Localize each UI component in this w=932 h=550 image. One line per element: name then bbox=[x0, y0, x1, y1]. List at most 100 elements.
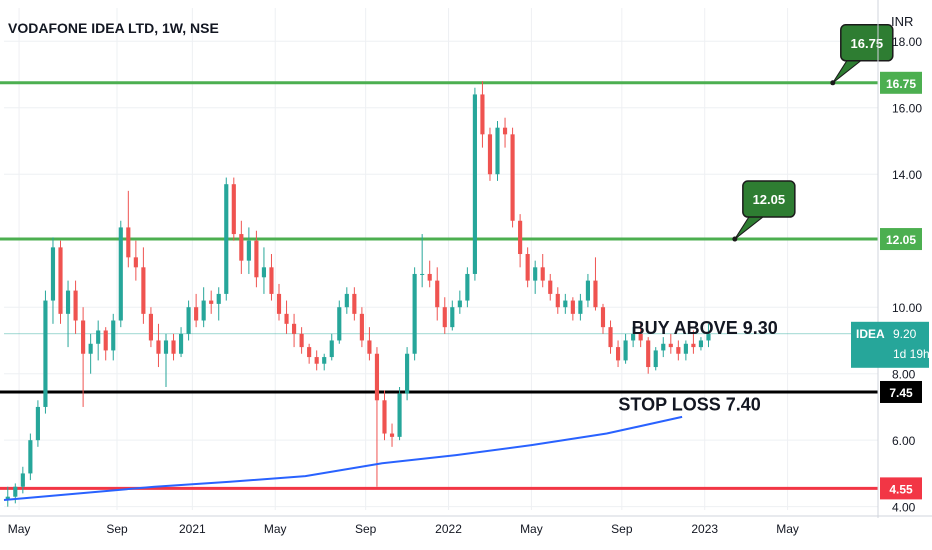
candle-down bbox=[487, 134, 493, 175]
y-tick-label: 14.00 bbox=[892, 168, 922, 182]
candle-up bbox=[653, 350, 658, 368]
candle-up bbox=[43, 300, 48, 407]
candle-down bbox=[58, 247, 63, 314]
candle-down bbox=[307, 347, 312, 358]
candle-down bbox=[540, 267, 545, 281]
y-tick-label: 16.00 bbox=[892, 102, 922, 116]
candle-down bbox=[525, 254, 530, 281]
candle-down bbox=[435, 280, 440, 308]
y-tick-label: 6.00 bbox=[892, 434, 916, 448]
callout-box bbox=[742, 180, 796, 218]
candle-down bbox=[389, 433, 395, 437]
candle-up bbox=[329, 340, 334, 358]
candle-up bbox=[585, 280, 590, 301]
candle-up bbox=[683, 343, 688, 354]
candle-up bbox=[495, 127, 500, 175]
last-price-symbol: IDEA bbox=[856, 327, 885, 341]
candle-down bbox=[374, 353, 380, 401]
candle-down bbox=[518, 220, 523, 255]
candle-down bbox=[299, 333, 304, 348]
callout-box bbox=[840, 24, 894, 62]
candle-up bbox=[344, 293, 349, 308]
candle-up bbox=[224, 184, 229, 294]
candle-up bbox=[420, 273, 425, 275]
candle-up bbox=[216, 293, 221, 304]
candle-up bbox=[111, 320, 116, 351]
candle-down bbox=[638, 333, 643, 341]
candle-down bbox=[231, 184, 236, 235]
grid-layer bbox=[4, 8, 878, 510]
level-badge bbox=[880, 380, 922, 403]
annotation-text: BUY ABOVE 9.30 bbox=[632, 318, 778, 338]
x-tick-label: Sep bbox=[106, 522, 128, 536]
y-tick-label: 10.00 bbox=[892, 301, 922, 315]
candle-down bbox=[156, 340, 161, 354]
last-price-badge bbox=[851, 321, 929, 368]
candle-down bbox=[276, 293, 282, 314]
level-badge bbox=[880, 228, 922, 251]
candle-up bbox=[28, 440, 33, 474]
level-badge-label: 4.55 bbox=[889, 482, 913, 496]
annotations: BUY ABOVE 9.30 STOP LOSS 7.40 bbox=[618, 318, 777, 414]
candle-down bbox=[691, 343, 696, 348]
callout-anchor-dot bbox=[732, 236, 738, 242]
candle-down bbox=[254, 240, 259, 278]
currency-label: INR bbox=[891, 14, 913, 29]
candle-up bbox=[88, 343, 93, 354]
candle-down bbox=[292, 323, 297, 334]
candle-up bbox=[178, 333, 184, 354]
candle-up bbox=[397, 393, 402, 437]
level-badge bbox=[880, 71, 922, 94]
chart-title: VODAFONE IDEA LTD, 1W, NSE bbox=[8, 20, 219, 36]
candle-up bbox=[563, 300, 568, 308]
candle-up bbox=[13, 486, 18, 497]
callout-pointer bbox=[734, 216, 765, 240]
candle-down bbox=[600, 307, 606, 328]
candle-down bbox=[427, 273, 432, 281]
candle-down bbox=[555, 293, 560, 308]
level-badge-label: 12.05 bbox=[886, 233, 916, 247]
candle-down bbox=[442, 307, 447, 328]
candle-up bbox=[472, 94, 477, 274]
candle-up bbox=[412, 273, 417, 354]
candle-up bbox=[35, 406, 40, 441]
candle-down bbox=[668, 343, 673, 348]
ma-line bbox=[3, 415, 683, 502]
candle-down bbox=[73, 290, 78, 321]
candle-down bbox=[103, 330, 108, 351]
annotation-text: STOP LOSS 7.40 bbox=[618, 394, 760, 414]
y-tick-label: 8.00 bbox=[892, 368, 916, 382]
candle-down bbox=[314, 357, 319, 364]
candle-down bbox=[209, 300, 214, 304]
y-tick-label: 4.00 bbox=[892, 501, 916, 515]
candle-up bbox=[186, 307, 191, 334]
x-tick-label: Sep bbox=[611, 522, 633, 536]
candle-up bbox=[65, 290, 71, 314]
candle-down bbox=[570, 300, 575, 314]
candle-up bbox=[698, 340, 704, 348]
callout-anchor-dot bbox=[830, 80, 836, 86]
candles bbox=[5, 81, 711, 507]
candle-down bbox=[480, 94, 485, 135]
x-tick-label: May bbox=[264, 522, 287, 536]
candle-down bbox=[593, 280, 598, 308]
candle-up bbox=[578, 300, 583, 314]
candle-down bbox=[367, 340, 372, 354]
candle-down bbox=[126, 227, 131, 258]
candle-up bbox=[337, 307, 342, 341]
axes: 4.00 6.00 8.00 10.00 14.00 16.00 18.00 May Sep 20… bbox=[0, 0, 932, 536]
candle-down bbox=[676, 347, 681, 354]
candle-down bbox=[133, 257, 138, 268]
moving-average bbox=[3, 415, 683, 502]
candle-down bbox=[269, 267, 274, 294]
level-badge-label: 7.45 bbox=[889, 386, 913, 400]
candle-up bbox=[201, 300, 206, 321]
candle-up bbox=[246, 240, 251, 261]
last-price-value: 9.20 bbox=[893, 327, 917, 341]
candle-down bbox=[194, 307, 199, 321]
candle-down bbox=[502, 127, 508, 135]
x-tick-label: 2021 bbox=[179, 522, 206, 536]
callout-label: 12.05 bbox=[753, 192, 786, 207]
